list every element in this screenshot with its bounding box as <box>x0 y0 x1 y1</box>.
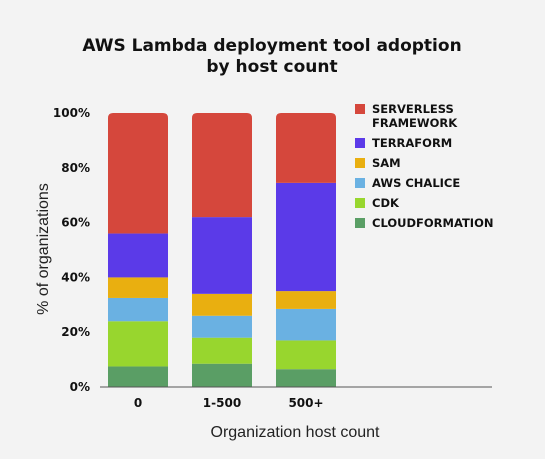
bar-segment-sam-1 <box>192 293 252 316</box>
bar-segment-sam-2 <box>276 291 336 309</box>
bar-segment-terraform-1 <box>192 217 252 294</box>
bar-segment-aws-chalice-0 <box>108 297 168 322</box>
y-tick-label-60: 60% <box>61 216 90 230</box>
bar-segment-cdk-2 <box>276 340 336 370</box>
y-tick-label-20: 20% <box>61 325 90 339</box>
bar-segment-serverless-framework-1 <box>192 113 252 218</box>
y-tick-label-0: 0% <box>70 380 90 394</box>
bar-segment-serverless-framework-0 <box>108 113 168 234</box>
legend-label-3-0: AWS CHALICE <box>372 176 460 190</box>
chart-title-line-2: by host count <box>206 57 337 77</box>
bar-segment-serverless-framework-2 <box>276 113 336 183</box>
bars-group <box>108 113 336 387</box>
legend-swatch-1 <box>355 138 365 148</box>
y-tick-labels: 0% 20% 40% 60% 80% 100% <box>53 106 90 394</box>
legend-label-4-0: CDK <box>372 196 400 210</box>
legend-label-2-0: SAM <box>372 156 401 170</box>
bar-segment-cloudformation-1 <box>192 363 252 387</box>
chart-title-line-1: AWS Lambda deployment tool adoption <box>82 36 461 56</box>
legend-swatch-3 <box>355 178 365 188</box>
x-tick-label-1: 1-500 <box>203 396 241 410</box>
legend-swatch-2 <box>355 158 365 168</box>
bar-segment-cloudformation-2 <box>276 369 336 387</box>
y-tick-label-40: 40% <box>61 270 90 284</box>
y-tick-label-100: 100% <box>53 106 90 120</box>
legend-label-5-0: CLOUDFORMATION <box>372 216 493 230</box>
x-tick-label-2: 500+ <box>288 396 323 410</box>
y-tick-label-80: 80% <box>61 161 90 175</box>
legend-label-0-1: FRAMEWORK <box>372 116 458 130</box>
legend-label-1-0: TERRAFORM <box>372 136 452 150</box>
bar-segment-cloudformation-0 <box>108 366 168 387</box>
bar-segment-aws-chalice-1 <box>192 315 252 338</box>
bar-segment-terraform-0 <box>108 233 168 278</box>
y-axis-label: % of organizations <box>35 183 52 315</box>
legend-swatch-0 <box>355 104 365 114</box>
bar-segment-cdk-0 <box>108 321 168 367</box>
legend-swatch-4 <box>355 198 365 208</box>
bar-segment-cdk-1 <box>192 337 252 364</box>
bar-segment-sam-0 <box>108 277 168 298</box>
x-axis-label: Organization host count <box>211 424 381 441</box>
legend-swatch-5 <box>355 218 365 228</box>
legend-label-0-0: SERVERLESS <box>372 102 454 116</box>
bar-segment-aws-chalice-2 <box>276 308 336 341</box>
bar-segment-terraform-2 <box>276 182 336 292</box>
x-tick-labels: 0 1-500 500+ <box>134 396 324 410</box>
x-tick-label-0: 0 <box>134 396 142 410</box>
